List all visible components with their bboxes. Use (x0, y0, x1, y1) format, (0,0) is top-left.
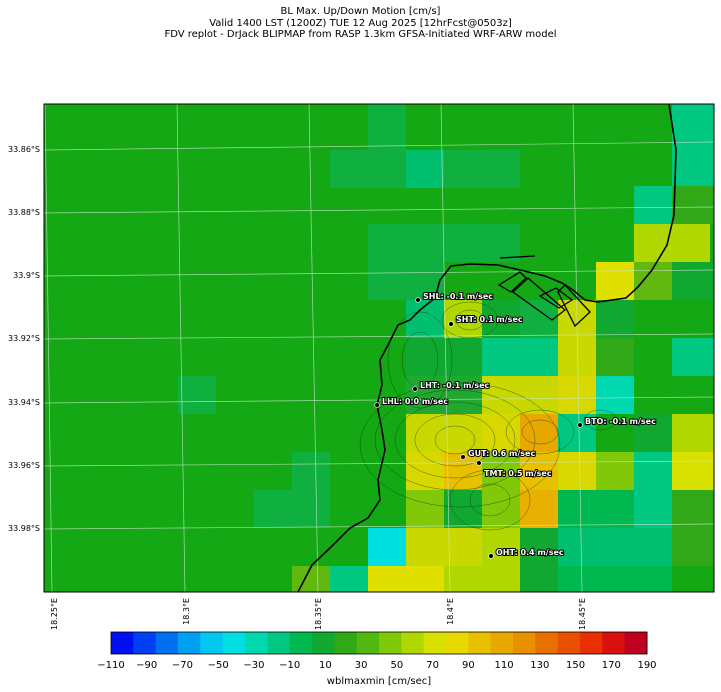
title-line-1: BL Max. Up/Down Motion [cm/s] (280, 6, 441, 17)
colorbar-tick-label: −10 (279, 660, 301, 671)
station-label: GUT: 0.6 m/sec (468, 449, 535, 458)
longitude-label: 18.45°E (578, 598, 587, 630)
station-marker (412, 386, 418, 392)
colorbar-tick-label: 90 (461, 660, 475, 671)
colorbar-segment (468, 632, 492, 654)
colorbar-segment (334, 632, 358, 654)
colorbar-segment (133, 632, 157, 654)
station-label: SHT: 0.1 m/sec (456, 315, 523, 324)
colorbar-segment (178, 632, 201, 654)
station-marker (577, 422, 583, 428)
colorbar-tick-label: −70 (171, 660, 194, 671)
colorbar-segment (513, 632, 536, 654)
map-frame (43, 103, 715, 593)
colorbar-segment (557, 632, 581, 654)
longitude-label: 18.3°E (182, 598, 191, 625)
colorbar (110, 631, 648, 655)
station-marker (448, 321, 454, 327)
colorbar-segment (401, 632, 425, 654)
station-marker (488, 553, 494, 559)
colorbar-tick-label: 50 (390, 660, 404, 671)
colorbar-segment (379, 632, 402, 654)
colorbar-tick-label: 130 (530, 660, 550, 671)
colorbar-tick-label: −30 (243, 660, 265, 671)
field-cells (178, 104, 714, 592)
colorbar-tick-label: 170 (601, 660, 621, 671)
latitude-label: 33.96°S (8, 461, 40, 470)
colorbar-segment (111, 632, 134, 654)
station-label: LHT: -0.1 m/sec (420, 381, 490, 390)
colorbar-segment (245, 632, 268, 654)
colorbar-segment (423, 632, 447, 654)
colorbar-segment (200, 632, 224, 654)
latitude-label: 33.86°S (8, 145, 40, 154)
title-line-3: FDV replot - DrJack BLIPMAP from RASP 1.… (164, 29, 557, 40)
station-label: LHL: 0.0 m/sec (382, 397, 448, 406)
station-label: SHL: -0.1 m/sec (423, 292, 493, 301)
station-label: TMT: 0.5 m/sec (484, 469, 552, 478)
latitude-label: 33.9°S (13, 271, 40, 280)
coastline (297, 104, 677, 592)
colorbar-segment (356, 632, 380, 654)
colorbar-segment (624, 632, 648, 654)
colorbar-segment (222, 632, 246, 654)
colorbar-label: wblmaxmin [cm/sec] (326, 676, 432, 687)
colorbar-segment (267, 632, 291, 654)
station-marker (476, 460, 482, 466)
longitude-label: 18.25°E (50, 598, 59, 630)
colorbar-segment (289, 632, 313, 654)
latitude-label: 33.92°S (8, 334, 40, 343)
colorbar-segment (446, 632, 469, 654)
terrain-contours (359, 301, 617, 531)
station-markers: SHL: -0.1 m/sec SHT: 0.1 m/sec LHT: -0.1 m… (374, 291, 657, 559)
colorbar-tick-label: −90 (136, 660, 158, 671)
station-label: OHT: 0.4 m/sec (496, 548, 564, 557)
colorbar-segment (580, 632, 603, 654)
longitude-label: 18.35°E (314, 598, 323, 630)
station-marker (374, 402, 380, 408)
colorbar-tick-label: 10 (319, 660, 332, 671)
map-plot-area: SHL: -0.1 m/sec SHT: 0.1 m/sec LHT: -0.1 m… (44, 104, 714, 592)
latitude-label: 33.94°S (8, 398, 40, 407)
colorbar-tick-label: 190 (637, 660, 657, 671)
station-marker (415, 297, 421, 303)
latitude-label: 33.98°S (8, 524, 40, 533)
colorbar-segment (602, 632, 626, 654)
station-label: BTO: -0.1 m/sec (585, 417, 656, 426)
colorbar-segment (312, 632, 335, 654)
colorbar-segment (490, 632, 514, 654)
title-line-2: Valid 1400 LST (1200Z) TUE 12 Aug 2025 [… (209, 18, 512, 29)
colorbar-segment (535, 632, 559, 654)
colorbar-tick-label: 70 (426, 660, 439, 671)
colorbar-tick-label: 110 (494, 660, 514, 671)
colorbar-segment (155, 632, 179, 654)
colorbar-tick-label: 150 (565, 660, 586, 671)
station-marker (460, 454, 466, 460)
longitude-label: 18.4°E (446, 598, 455, 625)
colorbar-tick-label: 30 (354, 660, 368, 671)
latitude-label: 33.88°S (8, 208, 40, 217)
harbour-outline (497, 255, 591, 328)
colorbar-tick-label: −50 (207, 660, 229, 671)
colorbar-tick-label: −110 (97, 660, 125, 671)
